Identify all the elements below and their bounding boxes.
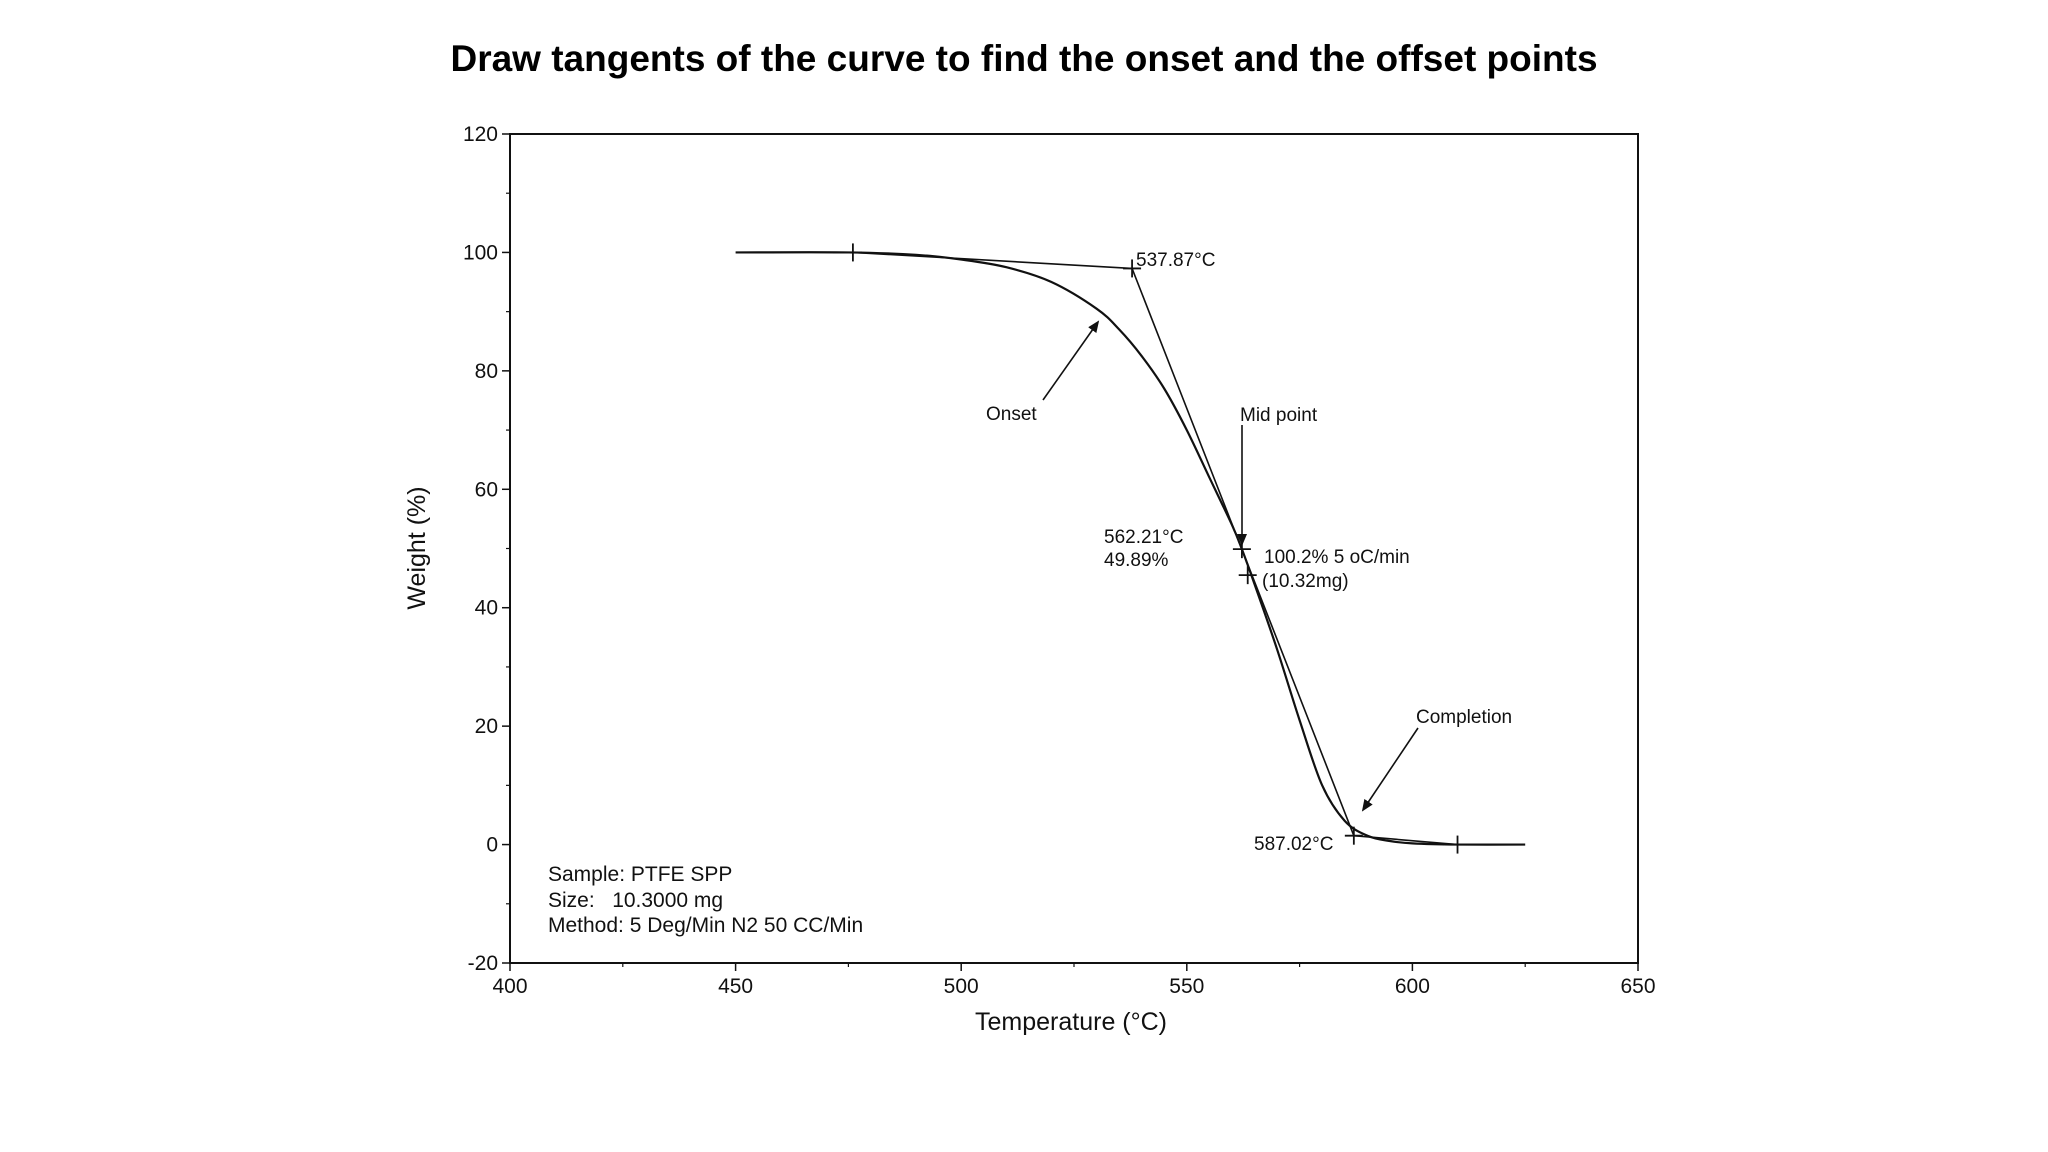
x-tick-label: 650 — [1620, 975, 1655, 998]
mid-point-label: Mid point — [1240, 405, 1318, 426]
tick-marks: 400 450 500 550 600 650 -20 0 20 40 60 80 100 120 — [463, 123, 1656, 998]
y-tick-label: 20 — [475, 715, 498, 738]
x-tick-label: 500 — [944, 975, 979, 998]
weight-curve-line — [735, 251, 1526, 846]
sample-info-box: Sample: PTFE SPP Size: 10.3000 mg Method… — [548, 863, 863, 937]
mid-temp-label: 562.21°C — [1104, 527, 1183, 548]
x-axis-label: Temperature (°C) — [975, 1008, 1167, 1036]
onset-arrow — [1042, 320, 1100, 401]
x-tick-label: 600 — [1395, 975, 1430, 998]
annotation-labels: 537.87°C Onset Mid point 562.21°C 49.89%… — [986, 250, 1512, 855]
slide-title: Draw tangents of the curve to find the o… — [450, 38, 1598, 79]
y-tick-label: -20 — [468, 952, 498, 975]
y-tick-label: 80 — [475, 360, 498, 383]
x-tick-label: 400 — [492, 975, 527, 998]
y-tick-label: 120 — [463, 123, 498, 146]
sample-label: Sample: PTFE SPP — [548, 863, 732, 886]
y-tick-label: 0 — [486, 834, 498, 857]
onset-label: Onset — [986, 404, 1037, 425]
annotation-arrows — [1042, 320, 1419, 812]
size-label: Size: 10.3000 mg — [548, 889, 723, 912]
tangent-line — [852, 251, 1133, 270]
plot-frame — [509, 133, 1639, 964]
completion-label: Completion — [1416, 707, 1512, 728]
x-tick-label: 550 — [1169, 975, 1204, 998]
mass-label: (10.32mg) — [1262, 571, 1349, 592]
y-axis-label: Weight (%) — [403, 486, 431, 609]
method-label: Method: 5 Deg/Min N2 50 CC/Min — [548, 914, 863, 937]
offset-temp-label: 587.02°C — [1254, 834, 1333, 855]
completion-arrow — [1361, 727, 1419, 812]
curve-markers — [843, 243, 1467, 854]
y-tick-label: 60 — [475, 478, 498, 501]
x-tick-label: 450 — [718, 975, 753, 998]
onset-temp-label: 537.87°C — [1136, 250, 1215, 271]
y-tick-label: 100 — [463, 241, 498, 264]
y-tick-label: 40 — [475, 597, 498, 620]
axes — [509, 133, 1639, 964]
mid-weight-label: 49.89% — [1104, 550, 1169, 571]
rate-label: 100.2% 5 oC/min — [1264, 547, 1410, 568]
